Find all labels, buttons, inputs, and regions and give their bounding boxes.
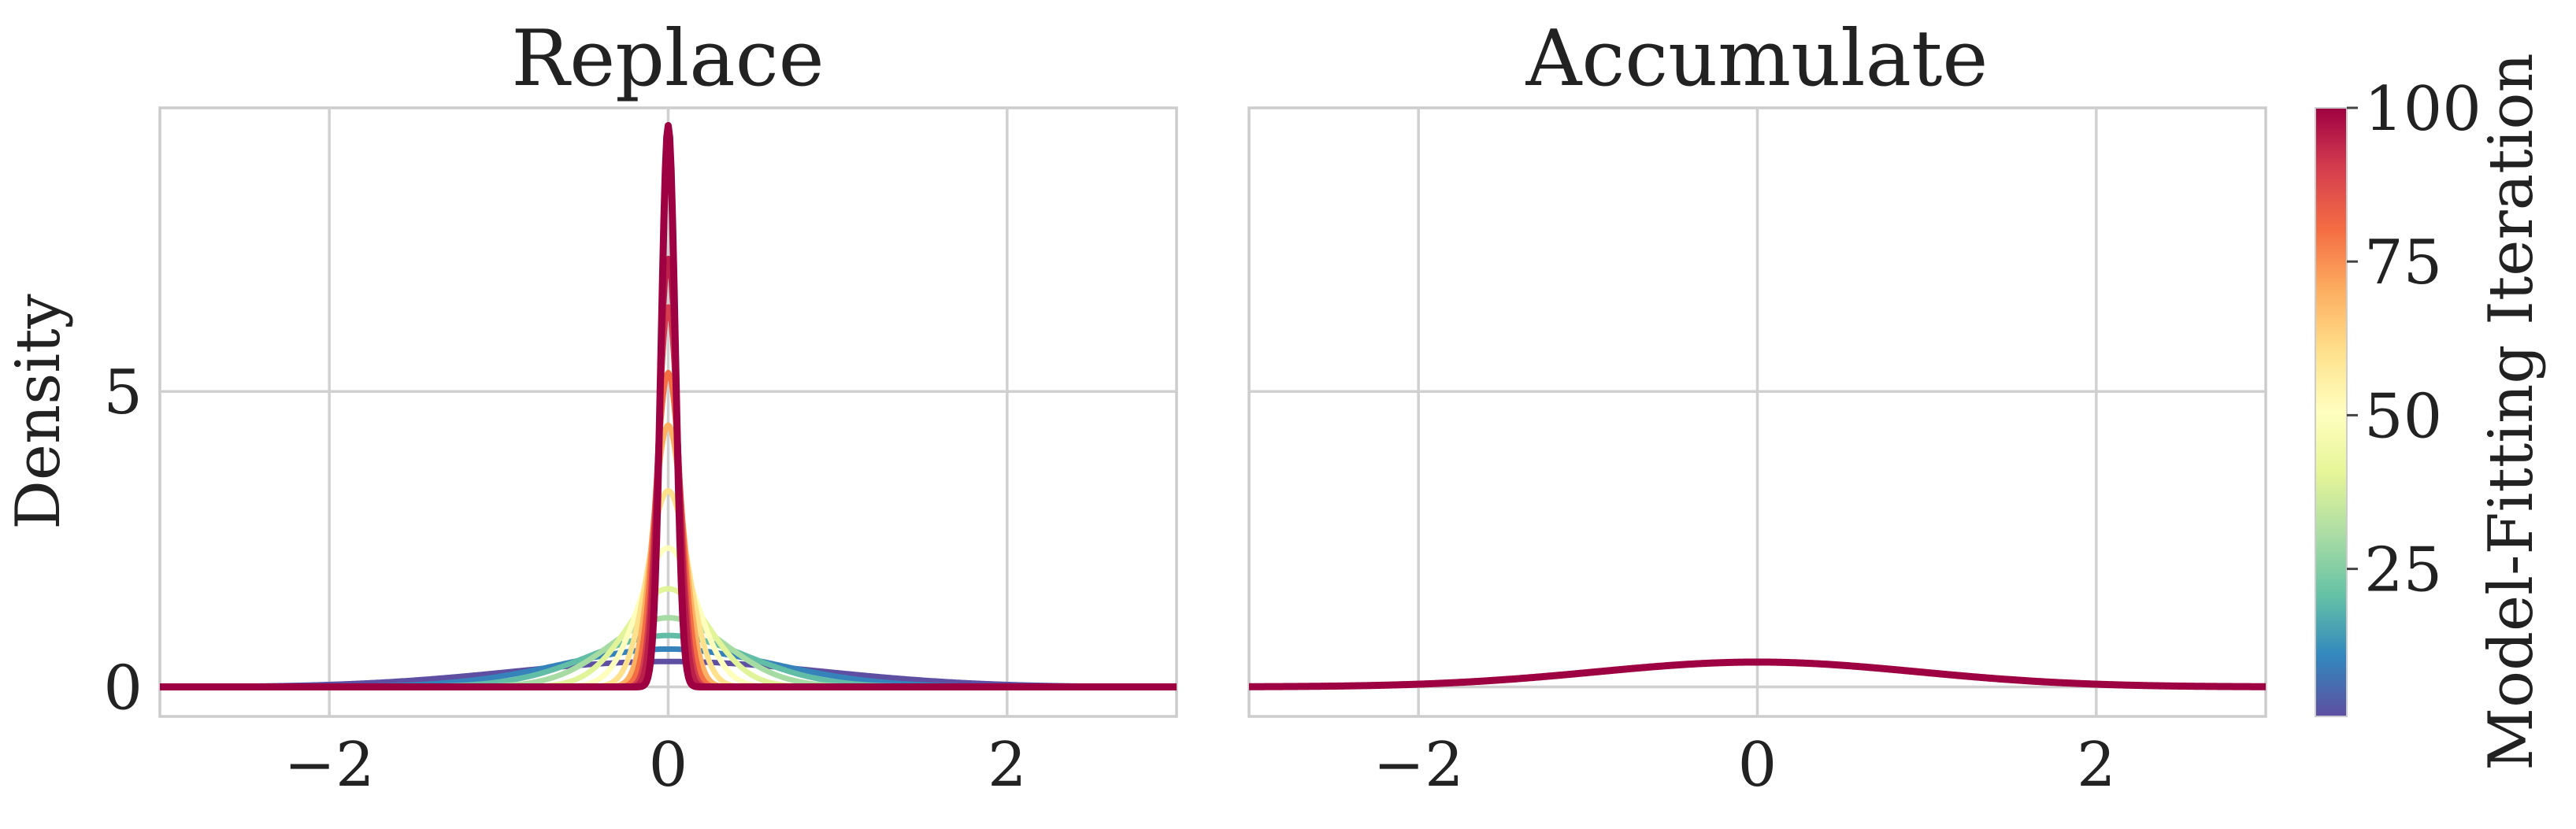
colorbar-tick-label: 50 [2364,381,2442,452]
x-tick-label: 0 [649,730,688,801]
colorbar-tick-label: 25 [2364,535,2442,606]
accumulate-title: Accumulate [1525,14,1989,104]
density-curve-iteration-100 [1249,658,2266,690]
y-axis-label: Density [3,294,74,529]
replace-panel: −2 0 2 0 5 Replace [103,14,1178,801]
x-tick-label: 0 [1738,730,1777,801]
accumulate-tick-labels: −2 0 2 [1373,730,2116,801]
x-tick-label: 2 [2077,730,2116,801]
colorbar-label: Model-Fitting Iteration [2476,53,2547,770]
replace-density-curves [160,122,1177,690]
colorbar-gradient [2315,107,2348,717]
colorbar-tick-label: 75 [2364,228,2442,298]
replace-gridlines [160,108,1177,716]
accumulate-gridlines [1249,108,2266,716]
x-tick-label: 2 [988,730,1027,801]
density-curve-iteration-100 [160,122,1177,690]
y-tick-label: 5 [103,357,143,428]
colorbar-tick-labels: 100 75 50 25 [2347,74,2481,606]
accumulate-panel: −2 0 2 Accumulate [1247,14,2267,801]
x-tick-label: −2 [1373,730,1464,801]
replace-tick-labels: −2 0 2 0 5 [103,357,1026,801]
colorbar-tick-label: 100 [2364,74,2481,145]
accumulate-density-curves [1249,658,2266,690]
colorbar: 100 75 50 25 Model-Fitting Iteration [2315,53,2547,771]
replace-title: Replace [511,14,824,104]
y-tick-label: 0 [103,653,143,724]
x-tick-label: −2 [284,730,375,801]
